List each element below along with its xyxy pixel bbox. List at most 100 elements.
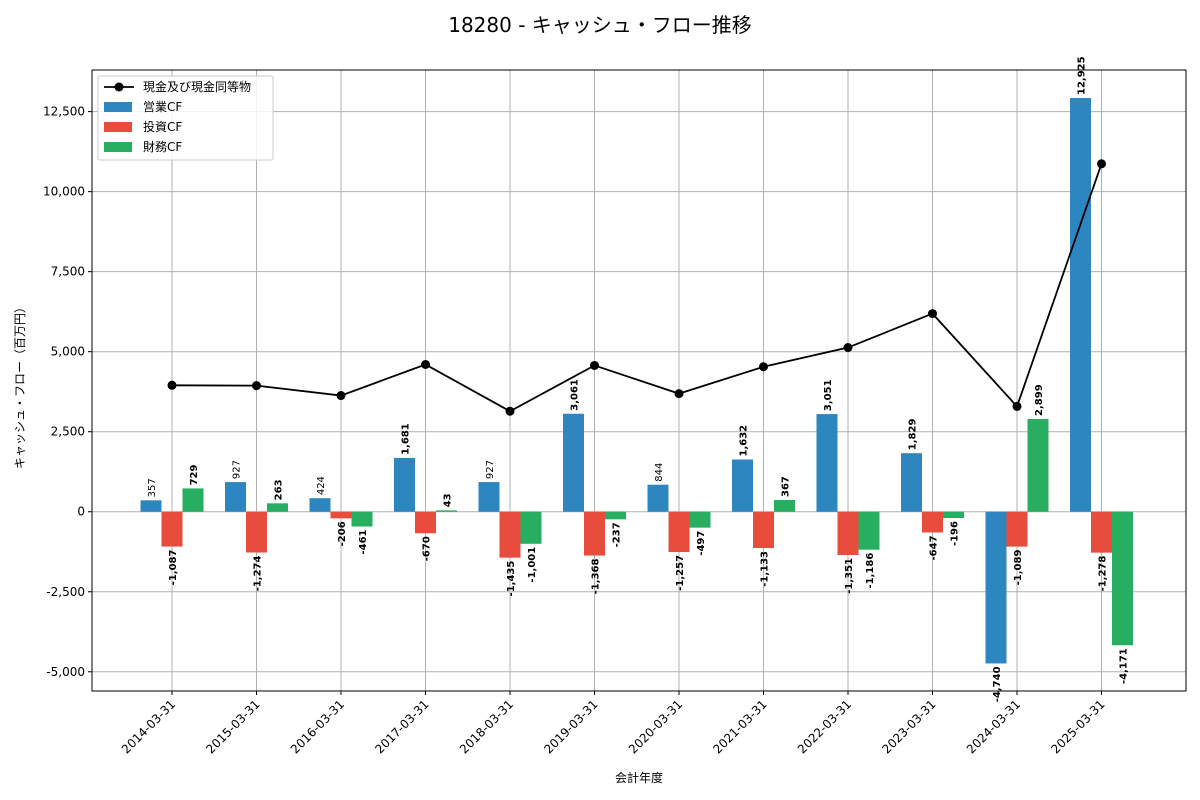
y-axis-label: キャッシュ・フロー（百万円） xyxy=(13,301,27,469)
y-tick-label: 12,500 xyxy=(43,105,85,119)
bar-value-label: -1,133 xyxy=(760,551,771,587)
y-tick-label: -2,500 xyxy=(46,585,85,599)
bar xyxy=(647,484,669,512)
bar-value-label: 1,829 xyxy=(908,419,919,451)
x-axis-ticks: 2014-03-31 2015-03-31 2016-03-31 2017-03-31… xyxy=(119,691,1108,756)
bar xyxy=(140,500,162,512)
y-tick-label: 0 xyxy=(77,505,85,519)
bar-value-label: 357 xyxy=(147,478,158,497)
x-tick-label: 2020-03-31 xyxy=(626,697,685,756)
cash-line-path xyxy=(171,163,1103,413)
bar-value-label: -196 xyxy=(950,521,961,546)
bar xyxy=(732,459,753,512)
bar-value-label: 1,681 xyxy=(401,423,412,455)
x-tick-label: 2017-03-31 xyxy=(372,697,431,756)
legend-swatch xyxy=(104,102,132,112)
bar-value-label: 367 xyxy=(781,476,792,497)
cash-line-point xyxy=(1097,159,1106,169)
x-tick-label: 2018-03-31 xyxy=(457,697,516,756)
bar xyxy=(1027,418,1049,512)
bar xyxy=(689,511,711,528)
bar xyxy=(1091,511,1112,553)
x-tick-label: 2022-03-31 xyxy=(795,697,854,756)
legend-swatch xyxy=(104,142,132,152)
x-tick-label: 2024-03-31 xyxy=(964,697,1023,756)
bar-value-label: 263 xyxy=(274,479,285,500)
legend-marker xyxy=(114,82,124,92)
bar xyxy=(161,511,183,547)
bar xyxy=(816,414,838,512)
bar-value-label: 927 xyxy=(232,460,243,479)
y-tick-label: 5,000 xyxy=(51,345,85,359)
bar-value-label: 1,632 xyxy=(739,425,750,457)
bar xyxy=(837,511,859,555)
y-tick-label: -5,000 xyxy=(46,665,85,679)
plot-frame xyxy=(91,69,1187,692)
grid xyxy=(92,70,1186,691)
cash-line-point xyxy=(674,389,684,399)
legend-box xyxy=(97,75,274,161)
x-tick-label: 2023-03-31 xyxy=(879,697,938,756)
bar xyxy=(330,511,352,519)
bar xyxy=(478,482,500,512)
bar xyxy=(394,457,415,512)
bar xyxy=(436,510,457,512)
bar-value-label: -1,089 xyxy=(1013,550,1024,586)
bar-value-label: 43 xyxy=(443,493,454,507)
x-axis-label: 会計年度 xyxy=(615,770,663,785)
bar xyxy=(351,511,373,527)
bar xyxy=(584,511,605,556)
x-tick-label: 2025-03-31 xyxy=(1048,697,1107,756)
x-tick-label: 2016-03-31 xyxy=(288,697,347,756)
bar-value-label: 844 xyxy=(654,463,665,482)
y-tick-label: 10,000 xyxy=(43,185,85,199)
bar xyxy=(246,511,267,553)
cash-line-point xyxy=(252,381,261,391)
bar-value-label: -1,274 xyxy=(253,555,264,591)
bar-value-label: -1,368 xyxy=(591,558,602,594)
bar-value-label: -1,001 xyxy=(527,547,538,583)
bar-value-label: 927 xyxy=(485,460,496,479)
x-tick-label: 2021-03-31 xyxy=(710,697,769,756)
bar-value-label: -206 xyxy=(337,521,348,546)
x-tick-label: 2019-03-31 xyxy=(541,697,600,756)
cash-line-point xyxy=(928,309,937,319)
bar xyxy=(182,488,204,512)
bar xyxy=(563,413,584,512)
bar xyxy=(943,511,964,519)
x-tick-label: 2014-03-31 xyxy=(119,697,178,756)
bar xyxy=(415,511,436,534)
chart-title: 18280 - キャッシュ・フロー推移 xyxy=(448,13,752,37)
cash-line-point xyxy=(421,359,430,369)
bar-value-label: -1,278 xyxy=(1098,556,1109,592)
cash-line-point xyxy=(167,380,177,390)
cash-line-point xyxy=(1012,401,1022,411)
bar-value-label: -1,186 xyxy=(865,553,876,589)
bar-value-label: 12,925 xyxy=(1077,56,1088,95)
bar xyxy=(499,511,521,558)
legend-label: 現金及び現金同等物 xyxy=(143,79,251,94)
bar-value-label: 3,061 xyxy=(570,379,581,411)
bars xyxy=(140,98,1133,664)
bar xyxy=(309,498,331,512)
legend-label: 営業CF xyxy=(143,100,182,114)
cash-line-point xyxy=(505,406,515,416)
bar-value-label: -461 xyxy=(358,529,369,554)
bar-value-label: -1,351 xyxy=(844,558,855,594)
bar-value-label: -497 xyxy=(696,531,707,556)
cash-line-point xyxy=(759,362,768,372)
bar-value-label: -647 xyxy=(929,535,940,560)
bar-value-label: -237 xyxy=(612,522,623,547)
bar xyxy=(1112,511,1133,646)
bar-value-label: -670 xyxy=(422,536,433,561)
bar xyxy=(520,511,542,544)
bar-value-label: -1,257 xyxy=(675,555,686,591)
legend-swatch xyxy=(104,122,132,132)
bar xyxy=(1006,511,1028,547)
y-tick-label: 7,500 xyxy=(51,265,85,279)
y-axis-ticks: -5,000 -2,500 0 2,500 5,000 7,500 10,000 12,500 xyxy=(43,105,92,679)
bar xyxy=(901,453,922,512)
bar xyxy=(605,511,626,520)
bar xyxy=(858,511,880,550)
